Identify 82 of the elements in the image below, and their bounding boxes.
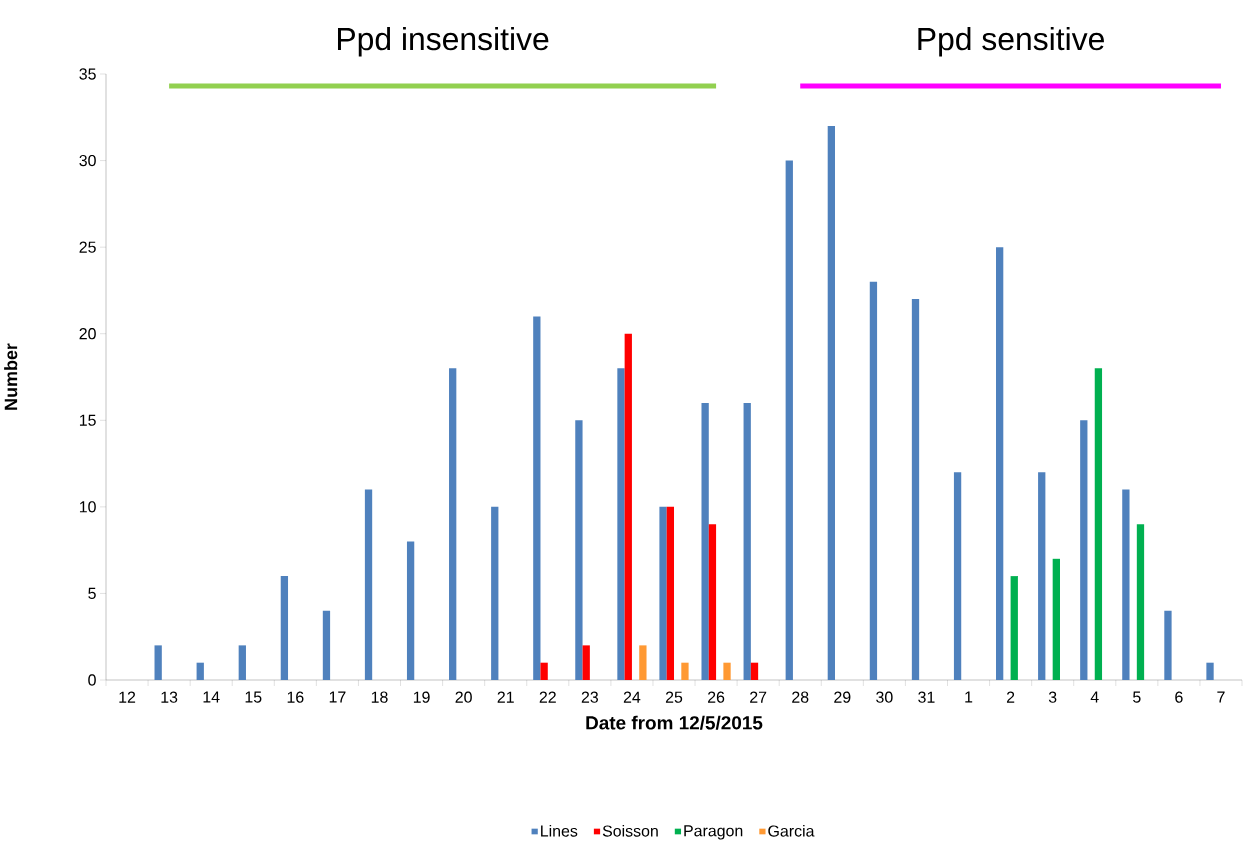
x-tick-label: 27 <box>750 691 767 703</box>
bar <box>617 368 625 680</box>
y-tick-label: 30 <box>79 154 96 167</box>
bar <box>533 316 541 680</box>
x-tick-label: 22 <box>539 691 556 703</box>
x-tick-label: 12 <box>119 691 136 703</box>
bar <box>666 506 675 680</box>
bar <box>953 472 962 680</box>
x-tick-label: 3 <box>1048 691 1057 703</box>
x-tick-label: 28 <box>792 691 809 703</box>
x-tick-label: 5 <box>1133 691 1141 703</box>
bar <box>575 420 583 680</box>
bar <box>406 541 415 680</box>
bar <box>996 247 1004 680</box>
y-tick-label: 15 <box>79 414 96 426</box>
y-tick-label: 20 <box>79 328 96 340</box>
bar <box>1164 610 1172 680</box>
bar <box>624 333 632 680</box>
bar <box>659 506 667 680</box>
x-tick-label: 2 <box>1006 691 1015 703</box>
bar <box>540 662 548 680</box>
bar <box>491 506 499 680</box>
x-tick-label: 21 <box>497 691 514 703</box>
x-tick-label: 4 <box>1090 691 1099 703</box>
bar <box>681 662 689 680</box>
bar <box>364 489 373 680</box>
x-tick-label: 24 <box>623 691 641 703</box>
bar <box>785 160 793 680</box>
x-tick-label: 18 <box>371 691 388 703</box>
x-axis-title: Date from 12/5/2015 <box>586 715 763 730</box>
x-tick-label: 19 <box>413 691 430 703</box>
bar <box>322 610 331 680</box>
bar <box>911 299 920 680</box>
x-tick-label: 6 <box>1175 691 1183 703</box>
x-tick-label: 31 <box>918 691 935 703</box>
y-tick-label: 25 <box>79 241 96 253</box>
bar <box>154 645 162 680</box>
bar <box>1094 368 1103 680</box>
y-tick-label: 10 <box>79 501 96 513</box>
x-tick-label: 7 <box>1217 691 1225 703</box>
bar <box>449 368 457 680</box>
bar <box>1038 472 1046 680</box>
bar <box>723 662 731 680</box>
text: Ppd insensitive <box>337 26 549 57</box>
bar <box>196 662 204 680</box>
y-tick-label: 0 <box>88 674 96 686</box>
y-tick-label: 35 <box>79 68 96 80</box>
x-tick-label: 13 <box>161 691 178 703</box>
bar <box>582 645 590 680</box>
bar <box>1052 558 1060 680</box>
x-tick-label: 25 <box>665 691 683 703</box>
bar <box>1136 524 1145 680</box>
legend-label: Soisson <box>602 824 658 837</box>
x-tick-label: 30 <box>876 691 893 703</box>
bar <box>639 645 647 680</box>
x-tick-label: 17 <box>329 691 346 703</box>
bar <box>280 576 289 680</box>
bar <box>743 402 751 680</box>
x-tick-label: 26 <box>708 691 725 703</box>
bar <box>1010 576 1018 680</box>
x-tick-label: 15 <box>245 691 262 703</box>
legend-label: Paragon <box>684 825 743 840</box>
x-tick-label: 1 <box>965 691 973 703</box>
bar <box>869 281 878 680</box>
x-tick-label: 23 <box>581 691 599 703</box>
x-tick-label: 20 <box>455 691 472 703</box>
y-tick-label: 5 <box>88 587 96 599</box>
y-axis-title: Number <box>4 343 18 410</box>
bar <box>1122 489 1130 680</box>
x-tick-label: 14 <box>203 691 220 703</box>
text: Ppd sensitive <box>918 26 1104 57</box>
bar <box>750 662 759 680</box>
bar <box>827 125 835 680</box>
bar <box>238 645 246 680</box>
x-tick-label: 16 <box>287 691 304 703</box>
bar <box>1080 420 1088 680</box>
legend-label: Garcia <box>768 824 815 837</box>
bar <box>708 524 717 680</box>
x-tick-label: 29 <box>834 691 851 703</box>
legend-label: Lines <box>541 824 578 837</box>
bar <box>701 402 709 680</box>
bar <box>1206 662 1214 680</box>
